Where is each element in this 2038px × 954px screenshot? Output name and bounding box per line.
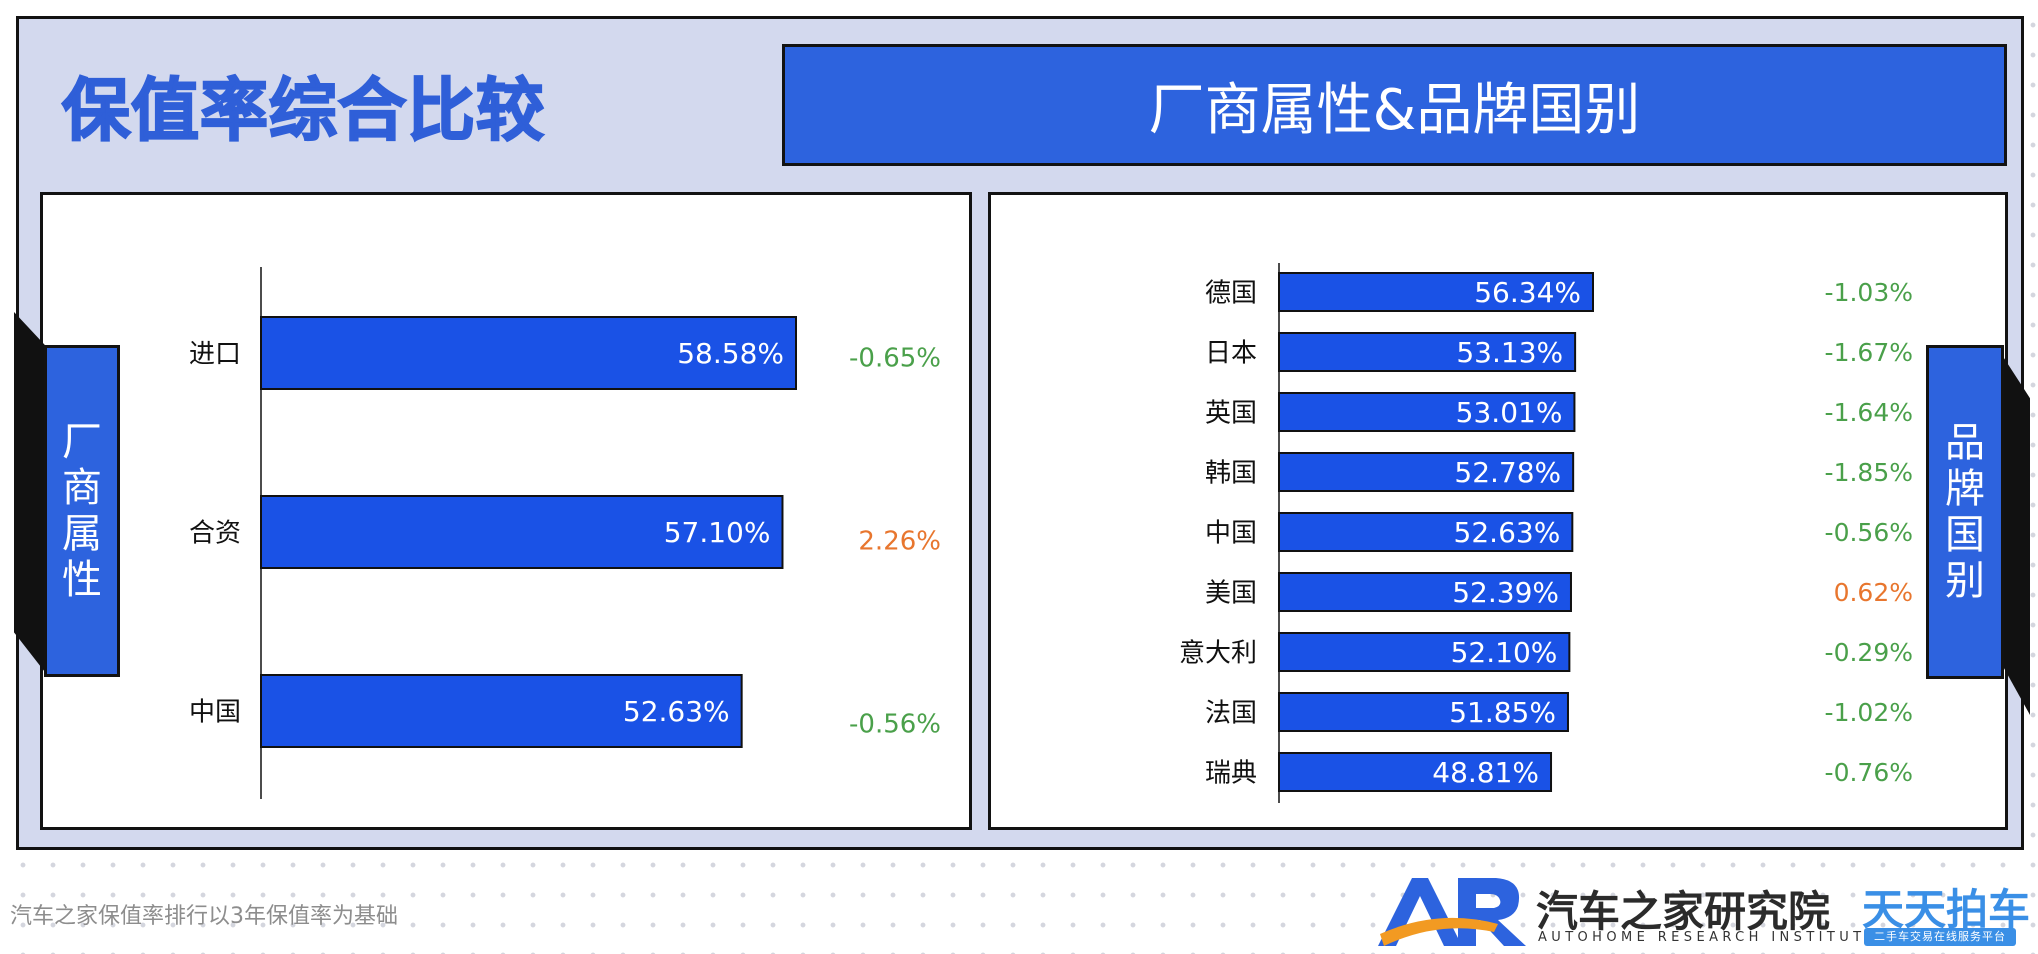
bar (260, 674, 743, 748)
side-tab-char: 属 (62, 511, 102, 557)
bar (1278, 272, 1594, 312)
manufacturer-side-tab: 厂 商 属 性 (44, 345, 120, 677)
footnote: 汽车之家保值率排行以3年保值率为基础 (10, 904, 398, 929)
change-label: -1.02% (1825, 698, 1913, 727)
change-label: 2.26% (858, 526, 941, 556)
left-tab-shadow (14, 312, 48, 676)
side-tab-char: 牌 (1945, 466, 1985, 512)
change-label: -0.56% (849, 709, 941, 739)
bar (1278, 572, 1572, 612)
value-label: 51.85% (1449, 696, 1556, 729)
category-label: 英国 (1205, 398, 1257, 428)
change-label: -1.85% (1825, 458, 1913, 487)
bar (260, 495, 784, 569)
value-label: 48.81% (1432, 756, 1539, 789)
logo-english-name: AUTOHOME RESEARCH INSTITUTE (1538, 930, 1879, 945)
value-label: 58.58% (677, 337, 784, 370)
change-label: -0.56% (1825, 518, 1913, 547)
category-label: 中国 (189, 697, 241, 727)
bar (1278, 632, 1571, 672)
change-label: 0.62% (1834, 578, 1913, 607)
side-tab-char: 别 (1945, 558, 1985, 604)
category-label: 合资 (189, 518, 241, 548)
value-label: 52.63% (623, 695, 730, 728)
right-tab-shadow (2002, 355, 2030, 715)
category-label: 日本 (1205, 338, 1257, 368)
section-header: 厂商属性&品牌国别 (782, 44, 2007, 166)
manufacturer-bar-chart: 进口 58.58% -0.65% 合资 57.10% 2.26% 中国 52.63% -0.56… (189, 267, 941, 799)
value-label: 52.10% (1451, 636, 1558, 669)
bar (1278, 332, 1577, 372)
bar (1278, 692, 1569, 732)
logo-name: 汽车之家研究院 (1536, 887, 1831, 936)
value-label: 52.63% (1454, 516, 1561, 549)
category-label: 进口 (189, 339, 241, 369)
partner-logo-name: 天天拍车 (1862, 885, 2031, 934)
ar-logo-icon (1378, 878, 1526, 946)
page-title: 保值率综合比较 (61, 71, 546, 152)
change-label: -0.65% (849, 343, 941, 373)
value-label: 52.78% (1454, 456, 1561, 489)
bar (1278, 392, 1576, 432)
side-tab-char: 品 (1945, 420, 1985, 466)
category-label: 德国 (1205, 278, 1257, 308)
side-tab-char: 国 (1945, 512, 1985, 558)
side-tab-char: 商 (62, 465, 102, 511)
manufacturer-chart-panel: 进口 58.58% -0.65% 合资 57.10% 2.26% 中国 52.63% -0.56… (40, 192, 972, 830)
brand-country-side-tab: 品 牌 国 别 (1926, 345, 2004, 679)
brand-country-bar-chart: 德国 56.34% -1.03% 日本 53.13% -1.67% 英国 53.01% -1.6… (1179, 263, 1913, 803)
bar (1278, 512, 1574, 552)
value-label: 53.01% (1456, 396, 1563, 429)
change-label: -1.03% (1825, 278, 1913, 307)
category-label: 意大利 (1179, 638, 1257, 668)
value-label: 52.39% (1452, 576, 1559, 609)
value-label: 56.34% (1474, 276, 1581, 309)
category-label: 中国 (1205, 518, 1257, 548)
brand-country-chart-panel: 德国 56.34% -1.03% 日本 53.13% -1.67% 英国 53.01% -1.6… (988, 192, 2008, 830)
bar (260, 316, 797, 390)
category-label: 法国 (1205, 698, 1257, 728)
category-label: 韩国 (1205, 458, 1257, 488)
bar (1278, 752, 1553, 792)
section-header-label: 厂商属性&品牌国别 (1148, 77, 1641, 143)
value-label: 57.10% (664, 516, 771, 549)
side-tab-char: 性 (62, 557, 102, 603)
bar (1278, 452, 1575, 492)
value-label: 53.13% (1456, 336, 1563, 369)
change-label: -1.67% (1825, 338, 1913, 367)
change-label: -1.64% (1825, 398, 1913, 427)
change-label: -0.76% (1825, 758, 1913, 787)
change-label: -0.29% (1825, 638, 1913, 667)
category-label: 瑞典 (1205, 758, 1257, 788)
category-label: 美国 (1205, 578, 1257, 608)
side-tab-char: 厂 (62, 419, 102, 465)
partner-logo-subtitle: 二手车交易在线服务平台 (1864, 928, 2016, 946)
